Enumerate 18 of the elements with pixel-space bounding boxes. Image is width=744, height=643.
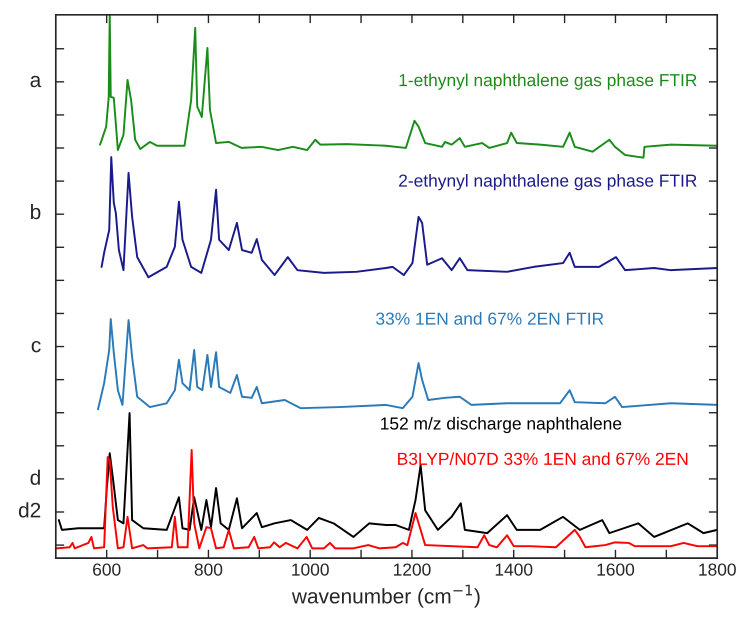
x-tick-label: 1600 <box>597 563 634 576</box>
text: 33% 1EN and 67% 2EN FTIR <box>376 312 604 325</box>
text: 152 m/z discharge naphthalene <box>381 416 622 434</box>
text: c <box>32 340 41 352</box>
x-tick-label: 1000 <box>292 563 329 576</box>
text: B3LYP/N07D 33% 1EN and 67% 2EN <box>398 452 688 465</box>
x-tick-label: 1400 <box>496 563 532 576</box>
x-tick-label: 600 <box>93 563 120 576</box>
text: d <box>30 470 40 485</box>
text: d2 <box>18 502 40 518</box>
x-axis-title: wavenumber (cm$^{−1}$) <box>292 584 480 608</box>
x-tick-label: 800 <box>194 563 222 576</box>
series-label: 2-ethynyl naphthalene gas phase FTIR <box>399 174 697 190</box>
x-tick-label: 1200 <box>394 563 431 576</box>
text: b <box>31 204 40 220</box>
series-label: 1-ethynyl naphthalene gas phase FTIR <box>400 74 697 90</box>
x-tick-label: 1800 <box>699 563 736 576</box>
text: a <box>30 76 42 88</box>
